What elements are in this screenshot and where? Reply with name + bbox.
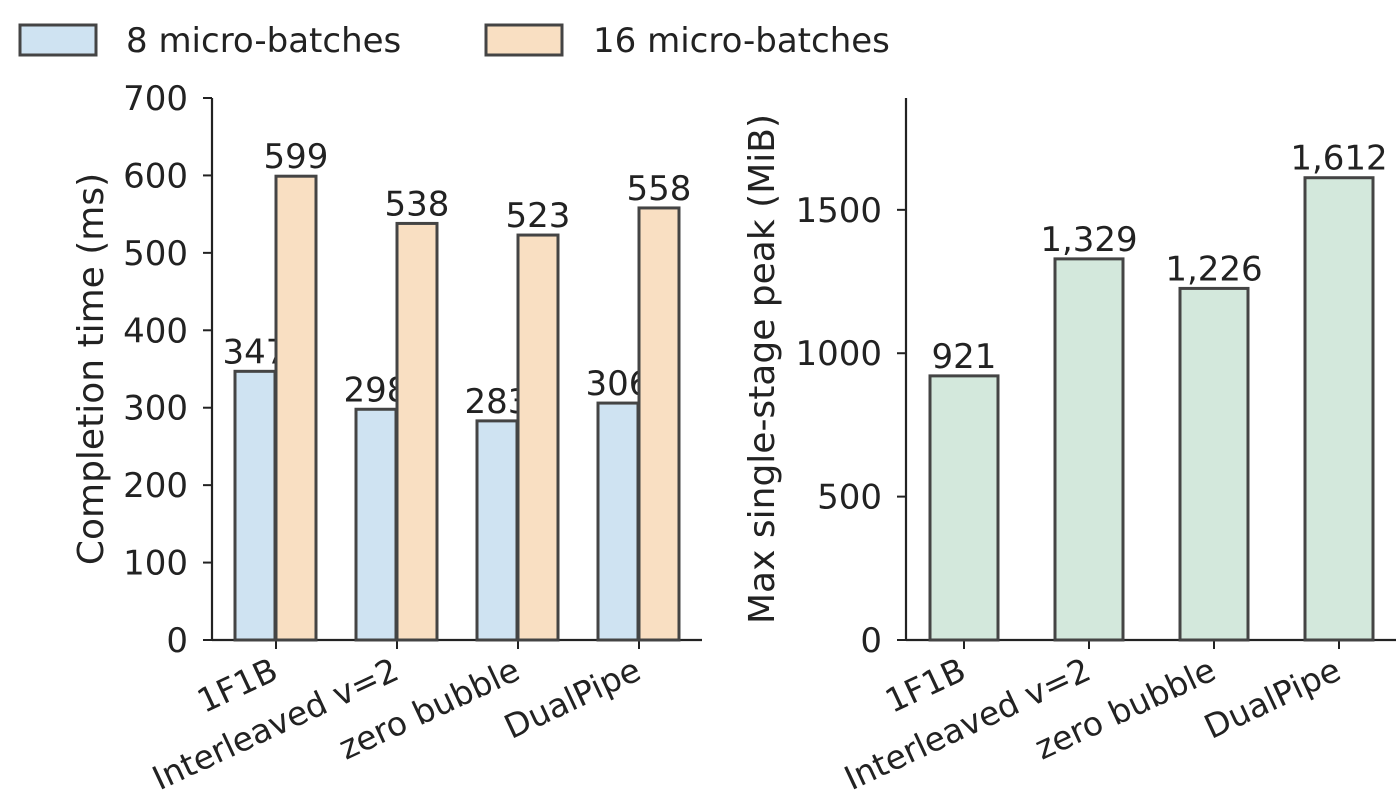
- bar-value-label: 921: [932, 337, 997, 377]
- legend: 8 micro-batches 16 micro-batches: [18, 21, 890, 61]
- y-tick-label: 500: [817, 478, 882, 518]
- bar: [928, 374, 1000, 642]
- bar: [596, 401, 640, 642]
- legend-swatch-8-micro-batches: [18, 23, 98, 57]
- bar-value-label: 1,329: [1040, 220, 1137, 260]
- x-tick-label: DualPipe: [1198, 650, 1346, 747]
- y-tick-label: 600: [123, 156, 188, 196]
- completion-time-chart: 0 100 200 300 400 500 600 700 Completion time (m…: [71, 79, 702, 798]
- bar: [354, 407, 398, 642]
- y-axis-title: Completion time (ms): [71, 173, 112, 565]
- y-tick-label: 1500: [795, 191, 882, 231]
- bar-value-label: 538: [385, 184, 450, 224]
- bar-value-label: 558: [627, 169, 692, 209]
- bar-value-label: 1,226: [1165, 249, 1262, 289]
- y-axis-title: Max single-stage peak (MiB): [742, 114, 783, 624]
- peak-memory-chart: 0 500 1000 1500 Max single-stage peak (MiB) 1…: [742, 98, 1396, 798]
- y-tick-label: 400: [123, 311, 188, 351]
- bar: [516, 233, 560, 642]
- y-tick-label: 200: [123, 466, 188, 506]
- y-tick-label: 0: [860, 621, 882, 661]
- legend-label-16-micro-batches: 16 micro-batches: [593, 21, 890, 61]
- bar-value-label: 599: [264, 137, 329, 177]
- y-tick-label: 500: [123, 234, 188, 274]
- bar-value-label: 1,612: [1290, 139, 1387, 179]
- bar: [395, 221, 439, 642]
- y-tick-label: 100: [123, 544, 188, 584]
- legend-swatch-16-micro-batches: [484, 23, 564, 57]
- y-tick-label: 300: [123, 389, 188, 429]
- bar: [475, 419, 519, 642]
- x-tick-label: DualPipe: [498, 650, 646, 747]
- y-tick-label: 0: [166, 621, 188, 661]
- bar: [1053, 257, 1125, 642]
- bar: [1303, 176, 1375, 642]
- bar: [637, 206, 681, 642]
- y-tick-label: 700: [123, 79, 188, 119]
- legend-label-8-micro-batches: 8 micro-batches: [126, 21, 401, 61]
- bar: [274, 174, 318, 642]
- bar-value-label: 523: [506, 196, 571, 236]
- bar: [1178, 286, 1250, 642]
- bar: [233, 369, 277, 642]
- y-tick-label: 1000: [795, 334, 882, 374]
